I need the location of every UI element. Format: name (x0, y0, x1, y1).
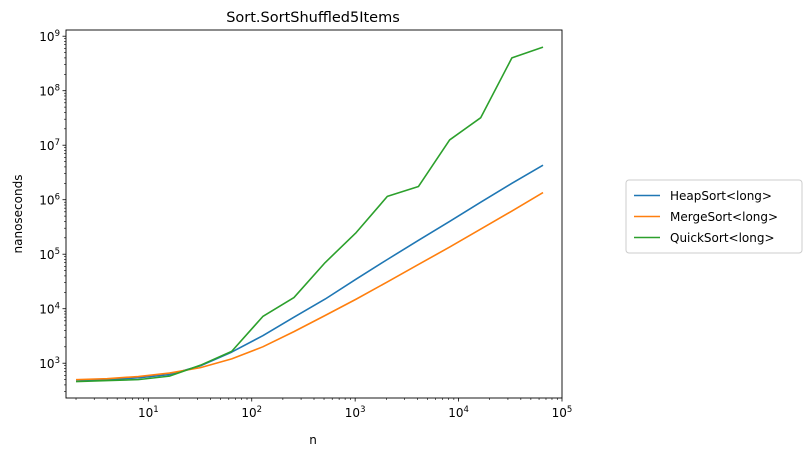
chart-title: Sort.SortShuffled5Items (226, 10, 400, 26)
x-axis-label: n (309, 433, 317, 447)
legend: HeapSort<long> MergeSort<long> QuickSort<l… (625, 179, 803, 254)
y-axis: 103 104 105 106 107 108 109 (39, 29, 66, 393)
legend-label: MergeSort<long> (670, 210, 778, 224)
x-axis: 101 102 103 104 105 (75, 398, 573, 420)
series-line-heapsort-long (75, 164, 544, 382)
x-tick-label: 101 (138, 405, 159, 420)
x-tick-label: 103 (345, 405, 366, 420)
legend-label: QuickSort<long> (670, 231, 775, 245)
y-tick-label: 103 (39, 356, 60, 371)
x-tick-label: 104 (448, 405, 469, 420)
y-axis-label: nanoseconds (11, 175, 25, 254)
y-tick-label: 107 (39, 138, 60, 153)
y-tick-label: 109 (39, 29, 60, 44)
series-line-quicksort-long (75, 46, 544, 383)
series-line-mergesort-long (75, 191, 544, 381)
series-layer (75, 46, 544, 383)
y-tick-label: 105 (39, 247, 60, 262)
legend-box (625, 179, 803, 254)
x-tick-label: 102 (241, 405, 262, 420)
y-tick-label: 106 (39, 193, 60, 208)
legend-label: HeapSort<long> (670, 189, 772, 203)
y-tick-label: 104 (39, 302, 60, 317)
y-tick-label: 108 (39, 84, 60, 99)
x-tick-label: 105 (552, 405, 573, 420)
